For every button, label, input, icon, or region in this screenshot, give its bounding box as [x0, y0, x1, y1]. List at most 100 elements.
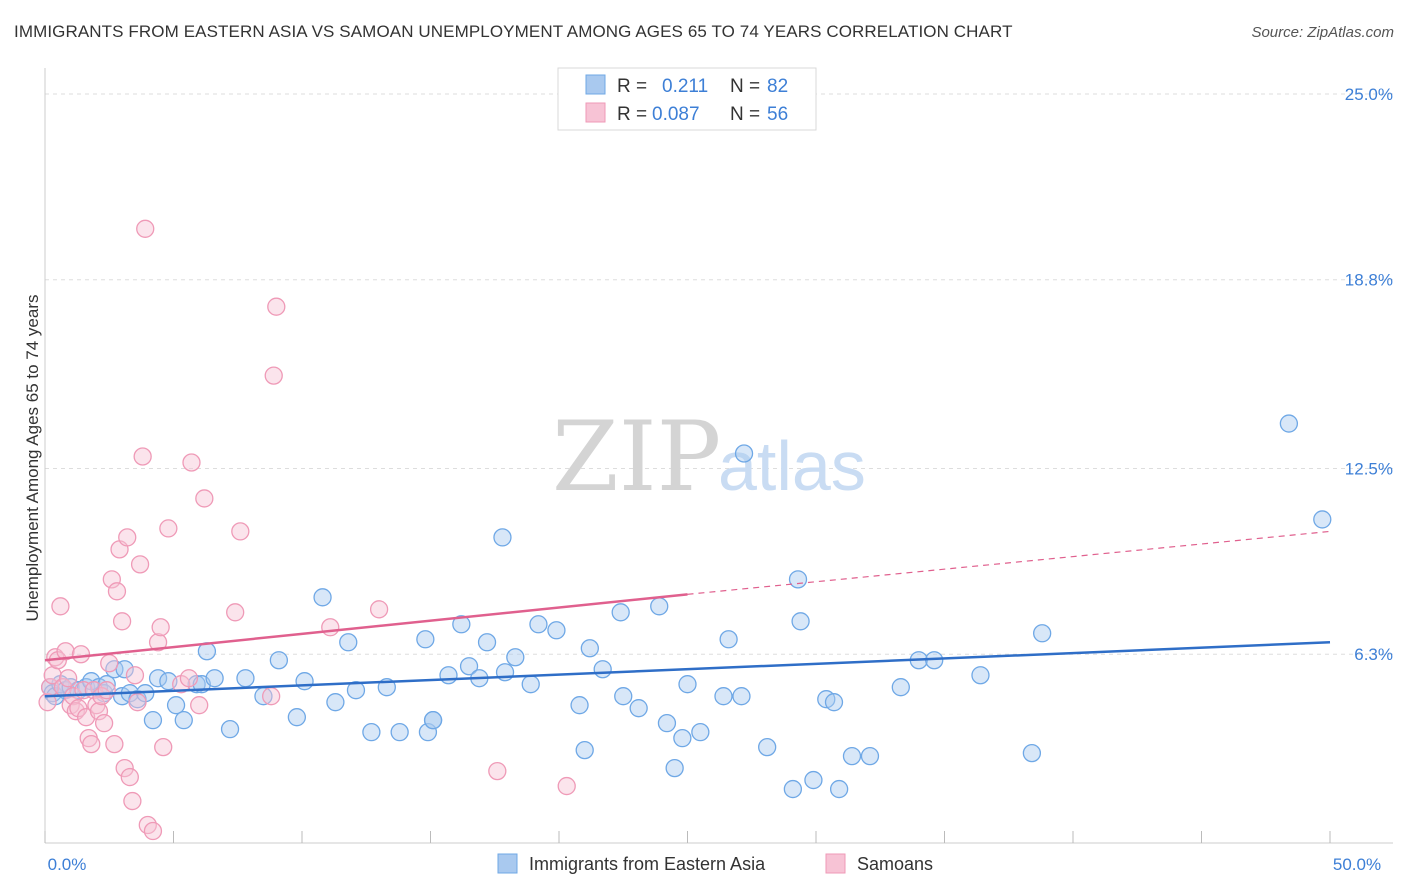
point-samoans [97, 681, 116, 700]
point-samoans [179, 669, 199, 688]
point-eastern-asia [439, 666, 458, 685]
point-eastern-asia [452, 615, 471, 634]
point-samoans [71, 645, 91, 664]
bottom-legend: Immigrants from Eastern Asia Samoans [497, 853, 933, 874]
point-eastern-asia [714, 687, 733, 706]
point-eastern-asia [593, 660, 612, 679]
point-eastern-asia [691, 722, 710, 742]
point-samoans [159, 519, 178, 538]
point-samoans [89, 702, 109, 721]
trend-line-samoans [44, 593, 688, 662]
point-samoans [143, 821, 163, 841]
point-samoans [136, 219, 155, 238]
legend-swatch-samoans [585, 102, 606, 123]
point-eastern-asia [220, 719, 240, 739]
point-samoans [100, 654, 119, 673]
point-samoans [82, 734, 101, 754]
point-eastern-asia [295, 672, 314, 691]
point-samoans [488, 761, 507, 781]
point-samoans [102, 570, 121, 589]
point-samoans [115, 758, 134, 778]
point-eastern-asia [842, 746, 862, 766]
point-eastern-asia [614, 687, 633, 706]
point-samoans [369, 600, 389, 619]
point-eastern-asia [115, 660, 134, 679]
point-samoans [56, 642, 75, 661]
point-samoans [190, 696, 209, 715]
point-eastern-asia [971, 666, 990, 685]
x-tick-label-min: 0.0% [48, 855, 87, 874]
point-samoans [148, 633, 168, 652]
point-eastern-asia [719, 630, 738, 649]
y-axis-label: Unemployment Among Ages 65 to 74 years [23, 295, 42, 622]
point-eastern-asia [205, 669, 224, 688]
point-samoans [107, 582, 127, 601]
point-samoans [123, 791, 142, 811]
point-samoans [38, 693, 57, 712]
point-eastern-asia [313, 588, 332, 607]
point-eastern-asia [758, 737, 777, 757]
point-eastern-asia [1033, 624, 1052, 643]
point-samoans [94, 714, 114, 733]
point-samoans [182, 453, 201, 472]
point-samoans [264, 366, 283, 385]
point-eastern-asia [269, 651, 289, 670]
point-eastern-asia [547, 621, 566, 640]
point-samoans [112, 612, 132, 631]
point-eastern-asia [166, 696, 186, 715]
point-eastern-asia [629, 699, 648, 718]
point-eastern-asia [804, 770, 823, 790]
point-eastern-asia [148, 669, 168, 688]
point-eastern-asia [521, 675, 540, 694]
point-eastern-asia [611, 603, 630, 622]
point-samoans [151, 618, 170, 637]
point-eastern-asia [506, 648, 525, 667]
legend-n-label-1: N = [730, 76, 760, 97]
point-samoans [58, 669, 78, 688]
watermark-zip: ZIP [552, 401, 721, 513]
legend-r-value-1: 0.211 [662, 76, 708, 97]
point-eastern-asia [665, 758, 684, 778]
trend-lines [44, 530, 1331, 698]
point-eastern-asia [829, 779, 849, 799]
point-eastern-asia [529, 615, 548, 634]
trend-line-eastern-asia [44, 641, 1331, 698]
point-eastern-asia [459, 657, 479, 676]
legend-r-value-2: 0.087 [652, 104, 700, 125]
point-eastern-asia [891, 678, 910, 697]
point-eastern-asia [1022, 743, 1042, 763]
x-tick-label-max: 50.0% [1333, 855, 1381, 874]
point-eastern-asia [362, 722, 381, 742]
point-eastern-asia [791, 612, 810, 631]
top-legend: R = 0.211 N = 82 R = 0.087 N = 56 [557, 67, 817, 131]
point-eastern-asia [346, 681, 366, 700]
point-eastern-asia [418, 722, 438, 742]
point-eastern-asia [657, 714, 677, 733]
x-tick-labels: 0.0% 50.0% [48, 855, 1381, 874]
point-eastern-asia [788, 570, 808, 589]
point-eastern-asia [326, 693, 345, 712]
point-samoans [51, 597, 70, 616]
point-samoans [267, 297, 286, 316]
point-eastern-asia [570, 696, 589, 715]
point-eastern-asia [477, 633, 497, 652]
legend-n-value-1: 82 [767, 76, 788, 97]
point-samoans [321, 618, 340, 637]
bottom-legend-label-eastern-asia: Immigrants from Eastern Asia [529, 854, 766, 874]
point-eastern-asia [236, 669, 255, 688]
point-eastern-asia [287, 708, 307, 727]
point-eastern-asia [1279, 414, 1299, 433]
bottom-legend-label-samoans: Samoans [857, 854, 933, 874]
point-samoans [120, 767, 139, 787]
point-eastern-asia [678, 675, 697, 694]
point-samoans [105, 734, 124, 754]
y-tick-label: 25.0% [1345, 85, 1393, 104]
point-eastern-asia [493, 528, 512, 547]
point-eastern-asia [174, 711, 193, 730]
point-eastern-asia [732, 687, 751, 706]
y-tick-labels: 6.3% 12.5% 18.8% 25.0% [1345, 85, 1393, 664]
y-tick-label: 18.8% [1345, 271, 1393, 290]
legend-n-value-2: 56 [767, 104, 788, 125]
point-samoans [66, 702, 85, 721]
